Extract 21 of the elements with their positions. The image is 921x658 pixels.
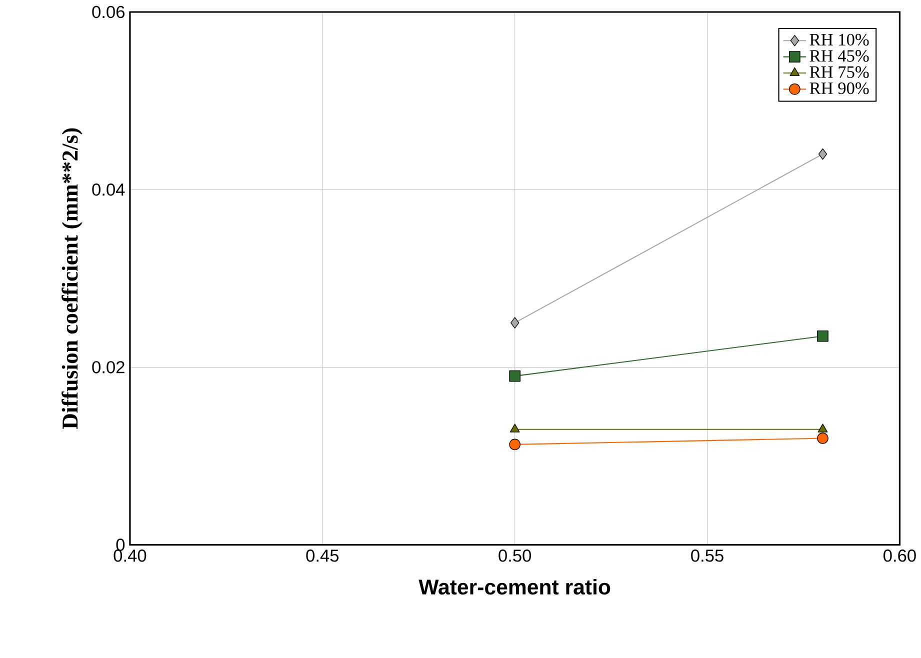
point: [510, 317, 520, 329]
legend-label: RH 75%: [810, 66, 869, 78]
legend-label: RH 45%: [810, 50, 869, 62]
y-axis-title: Diffusion coefficient (mm**2/s): [62, 128, 82, 430]
x-tick-label: 0.40: [114, 550, 146, 562]
y-tick-label: 0.02: [92, 361, 124, 374]
x-tick-label: 0.45: [306, 550, 339, 562]
x-tick-label: 0.55: [691, 550, 724, 562]
y-tick-label: 0: [116, 538, 125, 552]
point: [817, 330, 828, 342]
x-tick-label: 0.60: [884, 550, 916, 562]
x-axis-title: Water-cement ratio: [418, 579, 610, 595]
point: [817, 432, 828, 444]
point: [509, 438, 520, 450]
y-tick-label: 0.06: [92, 6, 124, 18]
x-tick-label: 0.50: [498, 550, 532, 562]
y-tick-label: 0.04: [92, 184, 125, 196]
legend-label: RH 90%: [810, 82, 869, 94]
point: [818, 148, 828, 160]
legend-label: RH 10%: [810, 34, 869, 46]
point: [509, 370, 520, 382]
